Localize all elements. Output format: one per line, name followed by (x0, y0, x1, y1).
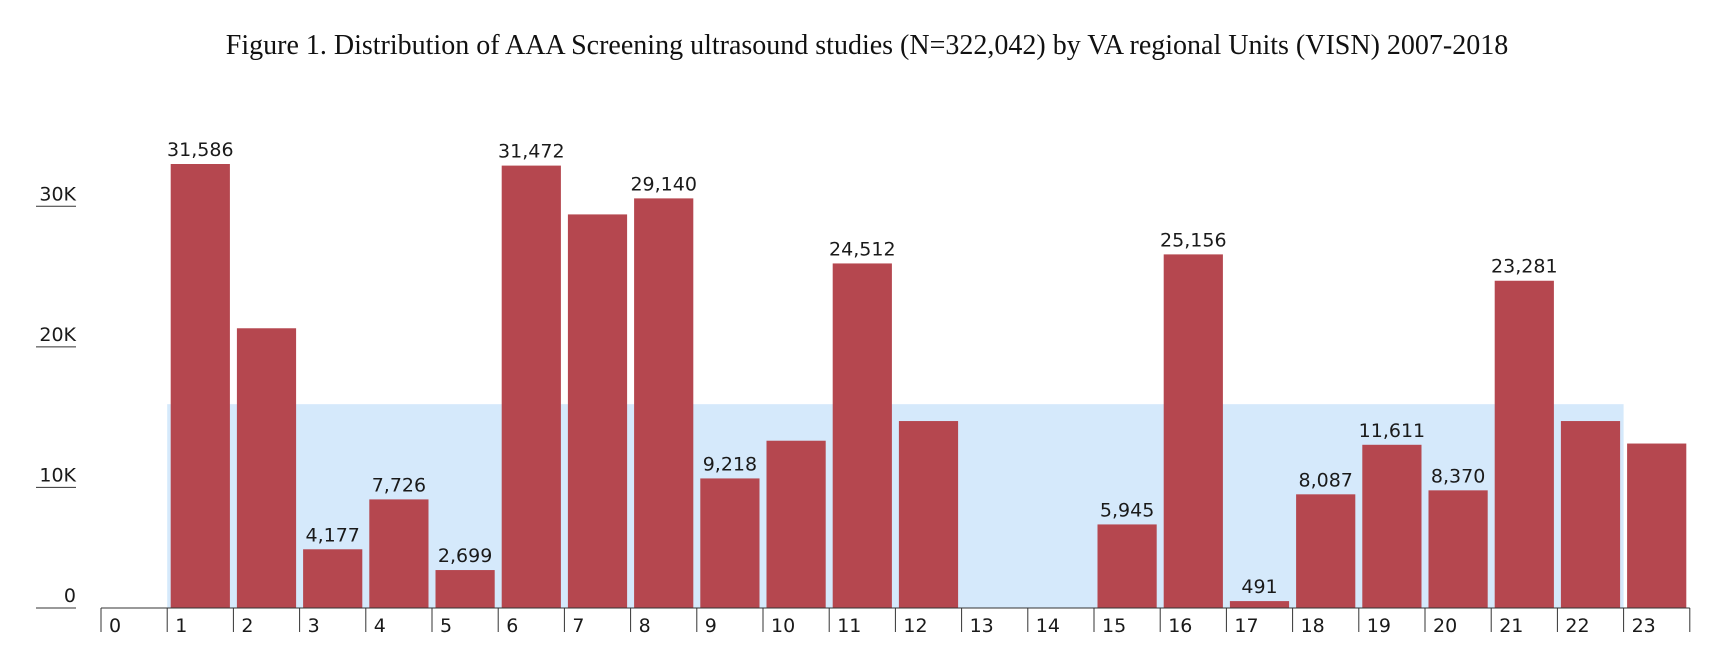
xtick-label-22: 22 (1565, 615, 1589, 637)
ytick-label-20K: 20K (39, 324, 76, 346)
xtick-label-17: 17 (1234, 615, 1258, 637)
bar-7 (567, 214, 628, 608)
bar-20 (1428, 490, 1488, 608)
data-label-1: 31,586 (167, 139, 233, 161)
bar-3 (303, 549, 363, 608)
bar-16 (1163, 254, 1223, 608)
bar-17 (1229, 601, 1290, 608)
bar-9 (700, 478, 760, 608)
xtick-label-2: 2 (241, 615, 253, 637)
data-label-3: 4,177 (305, 524, 359, 546)
xtick-label-15: 15 (1102, 615, 1126, 637)
bar-22 (1560, 421, 1621, 608)
xtick-label-16: 16 (1168, 615, 1192, 637)
ytick-label-0: 0 (64, 585, 76, 607)
chart-title: Figure 1. Distribution of AAA Screening … (225, 30, 1509, 61)
data-label-15: 5,945 (1100, 499, 1154, 521)
xtick-label-20: 20 (1433, 615, 1457, 637)
data-label-8: 29,140 (630, 173, 696, 195)
bar-12 (898, 421, 959, 608)
bar-4 (369, 499, 429, 608)
xtick-label-12: 12 (903, 615, 927, 637)
xtick-label-5: 5 (440, 615, 452, 637)
ytick-label-30K: 30K (39, 183, 76, 205)
xtick-label-19: 19 (1367, 615, 1391, 637)
xtick-label-18: 18 (1301, 615, 1325, 637)
bar-19 (1362, 444, 1422, 608)
bar-21 (1494, 280, 1554, 608)
data-label-19: 11,611 (1359, 420, 1425, 442)
bar-2 (236, 328, 297, 608)
xtick-label-10: 10 (771, 615, 795, 637)
data-label-9: 9,218 (703, 453, 757, 475)
xtick-label-4: 4 (374, 615, 386, 637)
bar-23 (1627, 443, 1687, 608)
data-label-5: 2,699 (438, 545, 492, 567)
xtick-label-13: 13 (970, 615, 994, 637)
xtick-label-21: 21 (1499, 615, 1523, 637)
xtick-label-3: 3 (308, 615, 320, 637)
data-label-20: 8,370 (1431, 465, 1485, 487)
xtick-label-8: 8 (639, 615, 651, 637)
data-label-6: 31,472 (498, 141, 564, 163)
bar-15 (1097, 524, 1157, 608)
data-label-18: 8,087 (1298, 469, 1352, 491)
xtick-label-6: 6 (506, 615, 518, 637)
xtick-label-14: 14 (1036, 615, 1060, 637)
bar-8 (634, 198, 694, 608)
ytick-label-10K: 10K (39, 464, 76, 486)
data-label-11: 24,512 (829, 238, 895, 260)
bar-1 (170, 164, 230, 608)
xtick-label-7: 7 (572, 615, 584, 637)
xtick-label-23: 23 (1632, 615, 1656, 637)
xtick-label-0: 0 (109, 615, 121, 637)
xtick-label-9: 9 (705, 615, 717, 637)
data-label-16: 25,156 (1160, 229, 1226, 251)
xtick-label-1: 1 (175, 615, 187, 637)
bar-11 (832, 263, 892, 608)
xtick-label-11: 11 (837, 615, 861, 637)
bar-10 (766, 440, 826, 608)
bar-18 (1296, 494, 1356, 608)
bar-6 (501, 165, 561, 608)
data-label-4: 7,726 (372, 474, 426, 496)
data-label-21: 23,281 (1491, 256, 1557, 278)
data-label-17: 491 (1241, 576, 1277, 598)
bar-5 (435, 570, 495, 608)
